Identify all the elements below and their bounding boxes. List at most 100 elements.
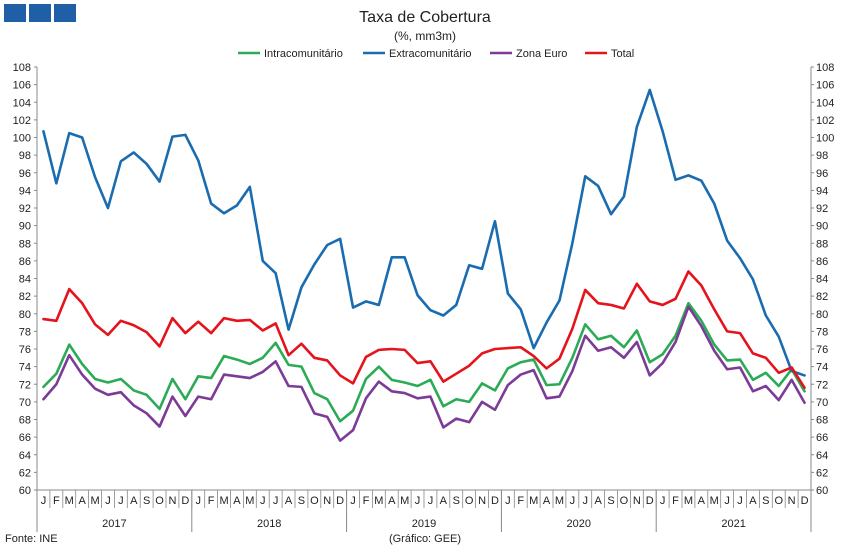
x-tick-label-month: M — [245, 495, 254, 507]
chart-title: Taxa de Cobertura — [359, 9, 491, 26]
legend-label: Total — [611, 48, 634, 60]
x-tick-label-month: D — [801, 495, 809, 507]
y-tick-label-right: 102 — [816, 115, 834, 127]
y-tick-label-left: 94 — [19, 185, 31, 197]
y-tick-label-right: 86 — [816, 256, 828, 268]
y-tick-label-right: 60 — [816, 485, 828, 497]
series-line — [42, 270, 806, 390]
y-tick-label-right: 90 — [816, 221, 828, 233]
x-tick-label-month: N — [788, 495, 796, 507]
legend-label: Extracomunitário — [389, 48, 472, 60]
x-tick-label-month: F — [208, 495, 215, 507]
x-tick-label-year: 2021 — [721, 518, 745, 530]
x-tick-label-month: F — [53, 495, 60, 507]
y-tick-label-right: 98 — [816, 150, 828, 162]
x-tick-label-month: A — [440, 495, 448, 507]
x-tick-label-month: A — [130, 495, 138, 507]
x-tick-label-month: N — [633, 495, 641, 507]
x-tick-label-month: M — [400, 495, 409, 507]
y-tick-label-left: 104 — [13, 97, 31, 109]
x-tick-label-month: M — [90, 495, 99, 507]
x-tick-label-year: 2018 — [257, 518, 281, 530]
y-tick-label-right: 106 — [816, 80, 834, 92]
y-tick-label-left: 74 — [19, 362, 31, 374]
x-tick-label-month: O — [465, 495, 474, 507]
x-tick-label-month: J — [583, 495, 589, 507]
y-tick-label-right: 70 — [816, 397, 828, 409]
y-tick-label-left: 66 — [19, 432, 31, 444]
x-tick-label-month: F — [517, 495, 524, 507]
logo-square — [54, 4, 76, 22]
x-tick-label-month: J — [105, 495, 111, 507]
y-tick-label-left: 98 — [19, 150, 31, 162]
x-tick-label-month: J — [505, 495, 511, 507]
y-tick-label-right: 94 — [816, 185, 828, 197]
x-tick-label-month: S — [298, 495, 305, 507]
x-tick-label-month: A — [233, 495, 241, 507]
x-tick-label-month: A — [543, 495, 551, 507]
x-tick-label-month: J — [260, 495, 266, 507]
y-tick-label-left: 90 — [19, 221, 31, 233]
x-tick-label-month: J — [724, 495, 730, 507]
x-tick-label-month: A — [388, 495, 396, 507]
x-tick-label-month: A — [594, 495, 602, 507]
x-tick-label-month: J — [196, 495, 202, 507]
x-tick-label-month: S — [143, 495, 150, 507]
x-tick-label-month: M — [219, 495, 228, 507]
y-tick-label-right: 88 — [816, 238, 828, 250]
y-tick-label-left: 92 — [19, 203, 31, 215]
y-tick-label-right: 104 — [816, 97, 834, 109]
y-tick-label-left: 84 — [19, 274, 31, 286]
x-tick-label-month: M — [65, 495, 74, 507]
y-tick-label-right: 72 — [816, 379, 828, 391]
source-note: Fonte: INE — [5, 533, 58, 545]
brand-logo — [4, 4, 76, 22]
y-tick-label-left: 100 — [13, 133, 31, 145]
y-tick-label-right: 68 — [816, 415, 828, 427]
y-tick-label-right: 100 — [816, 133, 834, 145]
x-tick-label-month: M — [555, 495, 564, 507]
y-tick-label-left: 78 — [19, 326, 31, 338]
x-tick-label-month: J — [737, 495, 743, 507]
y-tick-label-left: 108 — [13, 62, 31, 74]
logo-square — [4, 4, 26, 22]
x-tick-label-month: J — [660, 495, 666, 507]
x-tick-label-year: 2017 — [102, 518, 126, 530]
y-tick-label-left: 76 — [19, 344, 31, 356]
x-tick-label-month: O — [155, 495, 164, 507]
x-tick-label-month: D — [646, 495, 654, 507]
y-tick-label-right: 66 — [816, 432, 828, 444]
x-tick-label-month: F — [672, 495, 679, 507]
x-tick-label-month: O — [310, 495, 319, 507]
y-tick-label-left: 72 — [19, 379, 31, 391]
x-tick-label-month: J — [415, 495, 421, 507]
y-tick-label-left: 88 — [19, 238, 31, 250]
y-tick-label-left: 68 — [19, 415, 31, 427]
y-tick-label-left: 62 — [19, 467, 31, 479]
x-tick-label-month: D — [491, 495, 499, 507]
y-tick-label-left: 60 — [19, 485, 31, 497]
x-tick-label-month: M — [374, 495, 383, 507]
x-tick-label-month: J — [350, 495, 356, 507]
x-tick-label-month: D — [336, 495, 344, 507]
y-tick-label-right: 78 — [816, 326, 828, 338]
y-tick-label-right: 80 — [816, 309, 828, 321]
x-tick-label-month: J — [41, 495, 47, 507]
y-tick-label-left: 64 — [19, 450, 31, 462]
y-tick-label-left: 102 — [13, 115, 31, 127]
x-tick-label-month: N — [323, 495, 331, 507]
y-tick-label-left: 70 — [19, 397, 31, 409]
y-tick-label-left: 80 — [19, 309, 31, 321]
x-tick-label-month: A — [285, 495, 293, 507]
y-tick-label-right: 92 — [816, 203, 828, 215]
x-tick-label-month: M — [684, 495, 693, 507]
y-tick-label-right: 62 — [816, 467, 828, 479]
logo-square — [29, 4, 51, 22]
y-tick-label-right: 84 — [816, 274, 828, 286]
chart-subtitle: (%, mm3m) — [394, 29, 456, 43]
x-tick-label-month: D — [181, 495, 189, 507]
x-tick-label-month: F — [363, 495, 370, 507]
legend-label: Intracomunitário — [264, 48, 343, 60]
x-tick-label-month: O — [620, 495, 629, 507]
y-tick-label-left: 86 — [19, 256, 31, 268]
